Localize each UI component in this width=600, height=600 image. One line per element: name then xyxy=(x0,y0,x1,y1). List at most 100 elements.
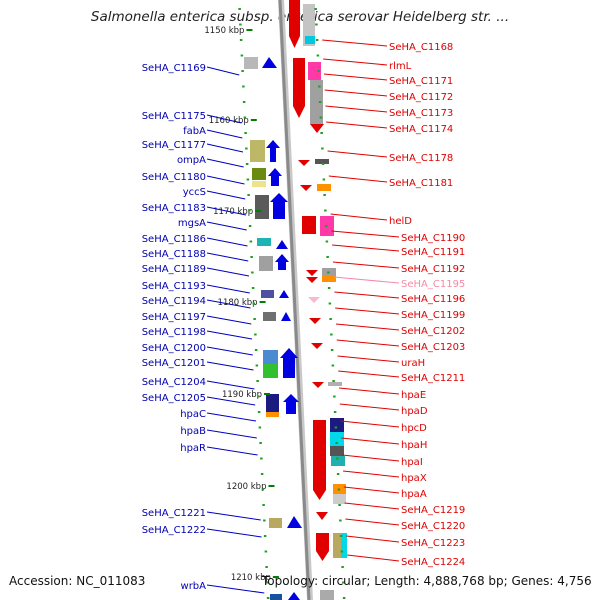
gene-label-reverse[interactable]: SeHA_C1219 xyxy=(401,505,465,516)
gene-label-forward[interactable]: SeHA_C1204 xyxy=(142,377,206,388)
gene-label-reverse[interactable]: SeHA_C1199 xyxy=(401,310,465,321)
gene-arrow-forward xyxy=(276,240,288,249)
gene-label-reverse[interactable]: hpcD xyxy=(401,423,427,434)
track-dot xyxy=(252,302,256,305)
gene-label-forward[interactable]: wrbA xyxy=(181,581,207,592)
gene-label-forward[interactable]: SeHA_C1186 xyxy=(142,234,206,245)
track-dot xyxy=(328,302,332,305)
gene-label-reverse[interactable]: uraH xyxy=(401,358,425,369)
backbone-line xyxy=(278,0,311,600)
gene-label-reverse[interactable]: SeHA_C1196 xyxy=(401,294,465,305)
leader-line xyxy=(332,244,400,252)
gene-label-reverse[interactable]: SeHA_C1220 xyxy=(401,521,465,532)
gene-label-reverse[interactable]: SeHA_C1168 xyxy=(389,42,453,53)
gene-label-forward[interactable]: SeHA_C1180 xyxy=(142,172,206,183)
track-dot xyxy=(336,457,339,460)
track-dot xyxy=(262,504,265,506)
gene-label-forward[interactable]: hpaC xyxy=(180,409,206,420)
gene-arrow-reverse xyxy=(308,297,320,303)
gene-label-forward[interactable]: SeHA_C1189 xyxy=(142,264,206,275)
track-dot xyxy=(342,597,346,599)
track-dot xyxy=(315,23,318,26)
gene-label-forward[interactable]: SeHA_C1177 xyxy=(142,140,206,151)
gene-label-reverse[interactable]: SeHA_C1174 xyxy=(389,124,453,135)
gene-label-reverse[interactable]: rlmL xyxy=(389,61,412,72)
gene-label-forward[interactable]: SeHA_C1188 xyxy=(142,249,206,260)
gene-box xyxy=(259,256,273,271)
track-dot xyxy=(241,70,244,72)
gene-label-reverse[interactable]: hpaE xyxy=(401,390,426,401)
tick-label: 1190 kbp xyxy=(222,390,262,400)
leader-line xyxy=(206,446,258,456)
gene-label-reverse[interactable]: SeHA_C1190 xyxy=(401,233,465,244)
accession-text: Accession: NC_011083 xyxy=(9,574,146,588)
gene-label-reverse[interactable]: SeHA_C1191 xyxy=(401,247,465,258)
gene-label-reverse[interactable]: hpaI xyxy=(401,457,423,468)
gene-box xyxy=(333,494,346,504)
track-dot xyxy=(314,8,317,10)
gene-label-reverse[interactable]: hpaD xyxy=(401,406,428,417)
gene-box xyxy=(263,350,278,364)
gene-arrow-reverse xyxy=(306,277,318,283)
gene-arrow-reverse xyxy=(313,490,326,500)
track-dot xyxy=(247,194,250,196)
gene-label-reverse[interactable]: hpaH xyxy=(401,440,427,451)
gene-label-reverse[interactable]: SeHA_C1211 xyxy=(401,373,465,384)
gene-label-forward[interactable]: SeHA_C1175 xyxy=(142,111,206,122)
leader-line xyxy=(206,143,244,153)
gene-label-forward[interactable]: hpaR xyxy=(180,443,206,454)
gene-label-reverse[interactable]: SeHA_C1203 xyxy=(401,342,465,353)
gene-label-reverse[interactable]: SeHA_C1178 xyxy=(389,153,453,164)
gene-label-reverse[interactable]: SeHA_C1173 xyxy=(389,108,453,119)
leader-line xyxy=(206,429,257,439)
gene-label-forward[interactable]: SeHA_C1193 xyxy=(142,281,206,292)
track-dot xyxy=(246,178,250,181)
track-dot xyxy=(250,256,253,258)
leader-line xyxy=(322,39,388,47)
leader-line xyxy=(335,323,400,331)
tick-label: 1180 kbp xyxy=(218,298,258,308)
gene-label-forward[interactable]: fabA xyxy=(183,126,206,137)
gene-label-forward[interactable]: SeHA_C1197 xyxy=(142,312,206,323)
leader-line xyxy=(206,221,247,231)
gene-label-reverse[interactable]: SeHA_C1192 xyxy=(401,264,465,275)
gene-label-forward[interactable]: yccS xyxy=(183,187,206,198)
gene-label-forward[interactable]: SeHA_C1222 xyxy=(142,525,206,536)
gene-label-forward[interactable]: SeHA_C1194 xyxy=(142,296,206,307)
gene-label-forward[interactable]: SeHA_C1221 xyxy=(142,508,206,519)
gene-label-forward[interactable]: SeHA_C1205 xyxy=(142,393,206,404)
gene-label-reverse[interactable]: SeHA_C1171 xyxy=(389,76,453,87)
gene-label-forward[interactable]: SeHA_C1183 xyxy=(142,203,206,214)
gene-box xyxy=(320,590,334,600)
track-dot xyxy=(257,411,261,413)
gene-arrow-forward xyxy=(287,516,302,528)
leader-line xyxy=(324,89,388,97)
gene-label-forward[interactable]: SeHA_C1198 xyxy=(142,327,206,338)
gene-label-forward[interactable]: SeHA_C1201 xyxy=(142,358,206,369)
gene-label-reverse[interactable]: SeHA_C1172 xyxy=(389,92,453,103)
gene-label-forward[interactable]: SeHA_C1200 xyxy=(142,343,206,354)
gene-label-forward[interactable]: hpaB xyxy=(180,426,206,437)
gene-label-forward[interactable]: mgsA xyxy=(178,218,206,229)
gene-label-reverse[interactable]: SeHA_C1181 xyxy=(389,178,453,189)
gene-box xyxy=(330,418,344,432)
leader-line xyxy=(206,330,253,340)
leader-line xyxy=(206,511,261,521)
gene-label-forward[interactable]: ompA xyxy=(177,155,206,166)
track-dot xyxy=(239,23,242,26)
gene-label-reverse[interactable]: hpaX xyxy=(401,473,427,484)
track-dot xyxy=(242,85,245,88)
gene-label-reverse[interactable]: SeHA_C1202 xyxy=(401,326,465,337)
gene-box xyxy=(270,594,282,600)
gene-box xyxy=(305,36,315,44)
track-dot xyxy=(266,597,270,599)
gene-label-reverse[interactable]: hpaA xyxy=(401,489,427,500)
gene-label-reverse[interactable]: SeHA_C1195 xyxy=(401,279,465,290)
gene-label-reverse[interactable]: helD xyxy=(389,216,412,227)
track-dot xyxy=(318,101,322,103)
track-dot xyxy=(323,194,326,196)
gene-label-reverse[interactable]: SeHA_C1224 xyxy=(401,557,465,568)
gene-label-reverse[interactable]: SeHA_C1223 xyxy=(401,538,465,549)
tick-label: 1150 kbp xyxy=(204,26,244,36)
gene-label-forward[interactable]: SeHA_C1169 xyxy=(142,63,206,74)
